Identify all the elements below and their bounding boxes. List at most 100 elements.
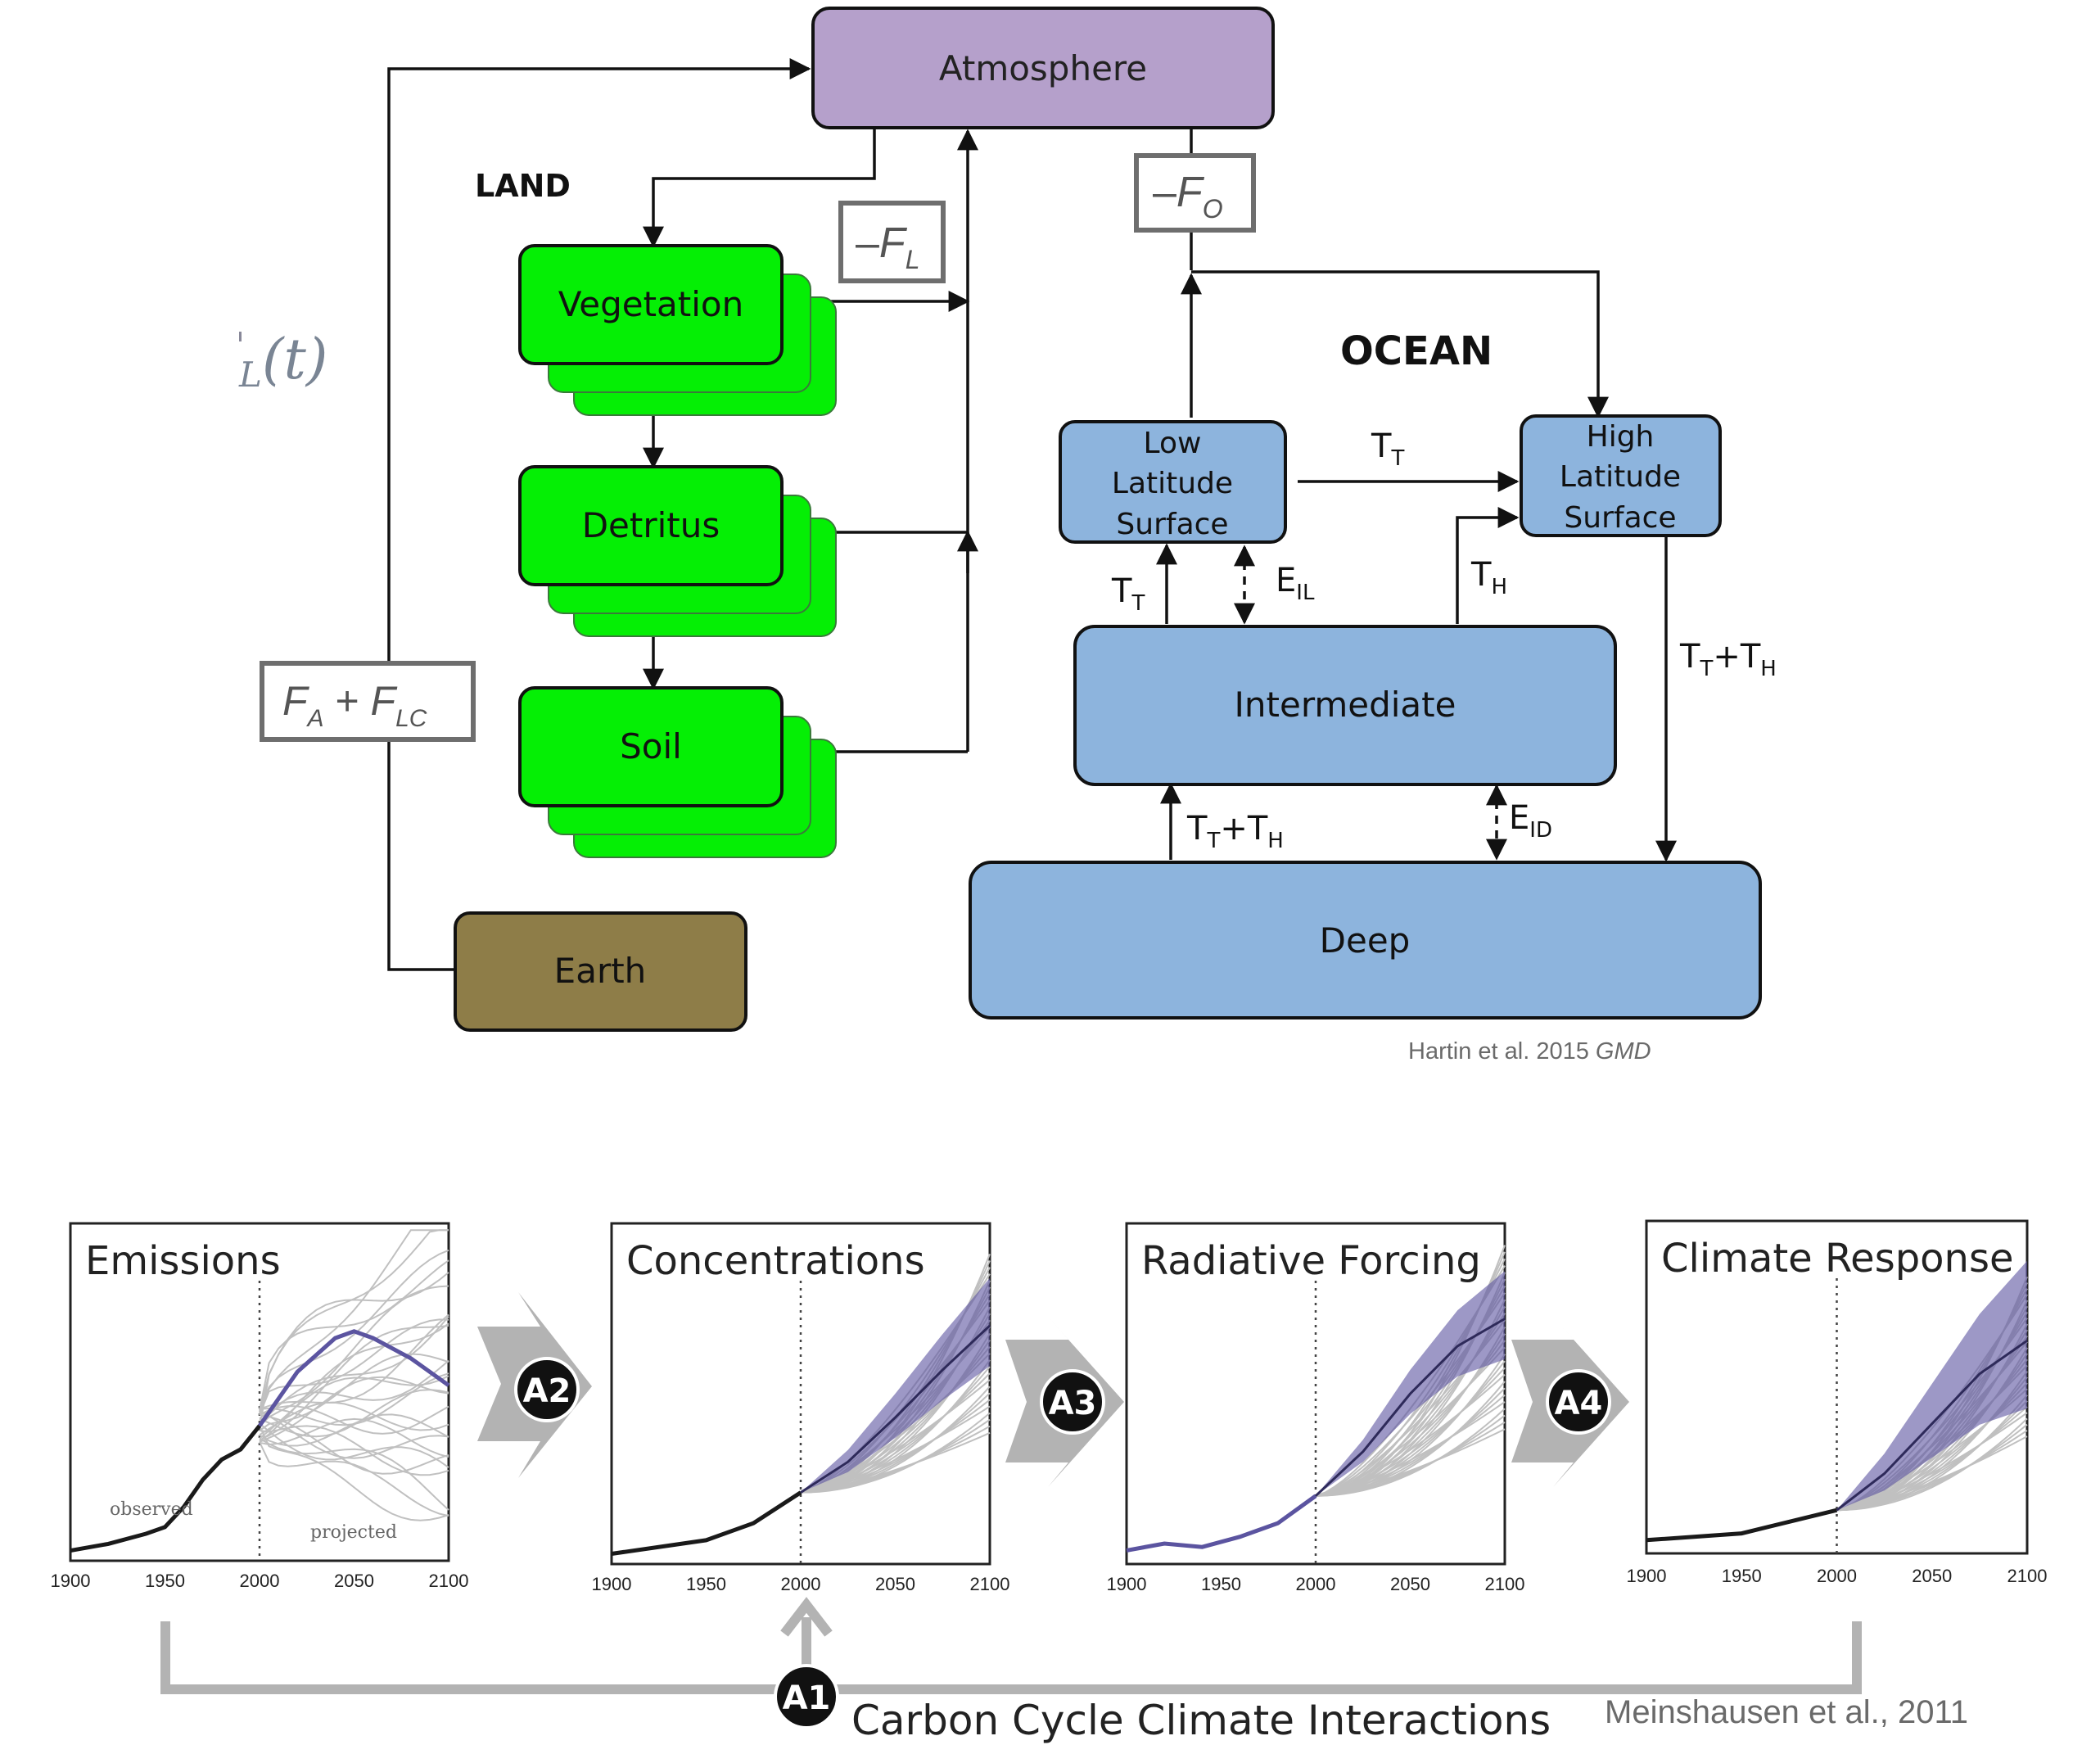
panel-title: Radiative Forcing [1141, 1238, 1481, 1284]
fossil-flux-symbol: F [282, 678, 309, 724]
ocean-flux-subscript: O [1203, 194, 1223, 224]
transport-labels: TT TT TH EIL EID TT+TH TT+TH [1111, 427, 1777, 853]
tt-label-top: TT [1371, 427, 1404, 471]
high-latitude-line-2: Latitude [1560, 460, 1681, 494]
spaghetti-line [259, 1437, 449, 1511]
low-latitude-surface-box: Low Latitude Surface [1059, 420, 1287, 544]
landuse-flux-subscript: LC [395, 705, 427, 732]
intermediate-to-high-latitude-arrow [1456, 507, 1520, 624]
spaghetti-line [259, 1229, 449, 1413]
svg-text:FA + FLC: FA + FLC [282, 678, 427, 732]
th-label: TH [1470, 556, 1507, 599]
panel-title: Emissions [85, 1238, 281, 1284]
chain-panels: Emissions 1900 1950 2000 2050 2100 observed pro… [51, 1219, 2048, 1594]
projected-median-line [800, 1324, 991, 1494]
x-tick-label: 2050 [875, 1574, 915, 1594]
partial-formula: L (t) [238, 328, 327, 395]
land-section-label: LAND [475, 168, 571, 204]
land-pool-front [518, 244, 784, 365]
land-pool-detritus: Detritus [518, 465, 837, 637]
spaghetti-line [259, 1401, 449, 1436]
deep-box: Deep [969, 861, 1762, 1019]
svg-text:–FL: –FL [856, 219, 919, 274]
spaghetti-line [259, 1322, 449, 1442]
badge-circle [1546, 1369, 1611, 1435]
x-tick-label: 2050 [1390, 1574, 1430, 1594]
spaghetti-line [259, 1409, 449, 1459]
spaghetti-line [259, 1441, 449, 1517]
feedback-bracket [160, 1597, 1862, 1694]
land-pools: Vegetation Detritus Soil [518, 244, 837, 858]
atmosphere-box: Atmosphere [811, 7, 1275, 129]
connector-lines [387, 58, 1677, 971]
x-tick-label: 2100 [1485, 1574, 1525, 1594]
projected-annotation: projected [310, 1522, 397, 1543]
x-tick-label: 1900 [1107, 1574, 1147, 1594]
spaghetti-line [259, 1411, 449, 1475]
badge-circle [1040, 1369, 1105, 1435]
spaghetti-line [259, 1249, 449, 1413]
projected-median-line [1314, 1318, 1506, 1497]
high-latitude-surface-box: High Latitude Surface [1520, 414, 1722, 537]
ocean-flux-symbol: F [1176, 169, 1205, 216]
x-tick-label: 2100 [2007, 1566, 2048, 1586]
badge-a2: A2 [514, 1357, 580, 1422]
land-pool-label: Vegetation [558, 284, 743, 324]
panel-title: Concentrations [626, 1238, 925, 1284]
high-latitude-line-1: High [1587, 420, 1655, 454]
low-latitude-line-1: Low [1144, 427, 1202, 460]
anthro-plus: + [324, 678, 371, 724]
x-tick-label: 1950 [1201, 1574, 1241, 1594]
tt-label-left: TT [1111, 572, 1145, 616]
badge-a4: A4 [1546, 1369, 1611, 1435]
spaghetti-line [259, 1413, 449, 1447]
observed-line [1126, 1494, 1317, 1553]
x-tick-label: 1900 [1627, 1566, 1667, 1586]
earth-box: Earth [454, 911, 747, 1032]
x-tick-label: 1900 [592, 1574, 632, 1594]
spaghetti-line [259, 1417, 449, 1458]
low-latitude-line-3: Surface [1116, 508, 1228, 541]
ocean-section-label: OCEAN [1340, 328, 1493, 374]
deep-label: Deep [1320, 920, 1411, 961]
x-tick-label: 2050 [334, 1571, 374, 1591]
land-flux-label: –FL [838, 201, 946, 283]
spaghetti-line [259, 1229, 449, 1410]
x-tick-label: 1950 [1722, 1566, 1762, 1586]
badge-label: A2 [523, 1372, 571, 1410]
land-pool-front [518, 465, 784, 586]
badge-label: A3 [1049, 1385, 1097, 1422]
spaghetti-line [259, 1425, 449, 1476]
badge-a1: A1 [774, 1664, 839, 1729]
low-latitude-line-2: Latitude [1112, 467, 1233, 500]
earth-label: Earth [554, 951, 647, 991]
meinshausen-citation: Meinshausen et al., 2011 [1605, 1694, 1968, 1730]
x-tick-label: 1900 [51, 1571, 91, 1591]
badge-a3: A3 [1040, 1369, 1105, 1435]
high-latitude-line-3: Surface [1564, 501, 1676, 535]
observed-line [611, 1490, 802, 1556]
fossil-flux-subscript: A [306, 705, 324, 732]
projected-median-line [1836, 1339, 2028, 1512]
atmosphere-to-vegetation-arrow [643, 129, 876, 248]
landuse-flux-symbol: F [371, 678, 398, 724]
observed-line [1646, 1508, 1838, 1543]
partial-formula-argument: (t) [262, 328, 327, 392]
land-flux-sign: – [856, 219, 879, 267]
observed-annotation: observed [110, 1499, 193, 1520]
x-tick-label: 1950 [145, 1571, 185, 1591]
x-tick-label: 2000 [1817, 1566, 1857, 1586]
spaghetti-line [259, 1313, 449, 1410]
land-pool-vegetation: Vegetation [518, 244, 837, 416]
x-tick-label: 2050 [1912, 1566, 1952, 1586]
land-flux-symbol: F [879, 219, 908, 267]
badges: A1 A2 A3 A4 [514, 1357, 1611, 1729]
ocean-flux-label: –FO [1134, 153, 1256, 233]
ocean-flux-sign: – [1153, 169, 1176, 216]
land-pool-front [518, 686, 784, 807]
spaghetti-line [259, 1422, 449, 1468]
badge-circle [514, 1357, 580, 1422]
panel-climate-response: Climate Response 1900 1950 2000 2050 2100 [1627, 1219, 2048, 1586]
x-tick-label: 1950 [686, 1574, 726, 1594]
spaghetti-line [259, 1272, 449, 1429]
